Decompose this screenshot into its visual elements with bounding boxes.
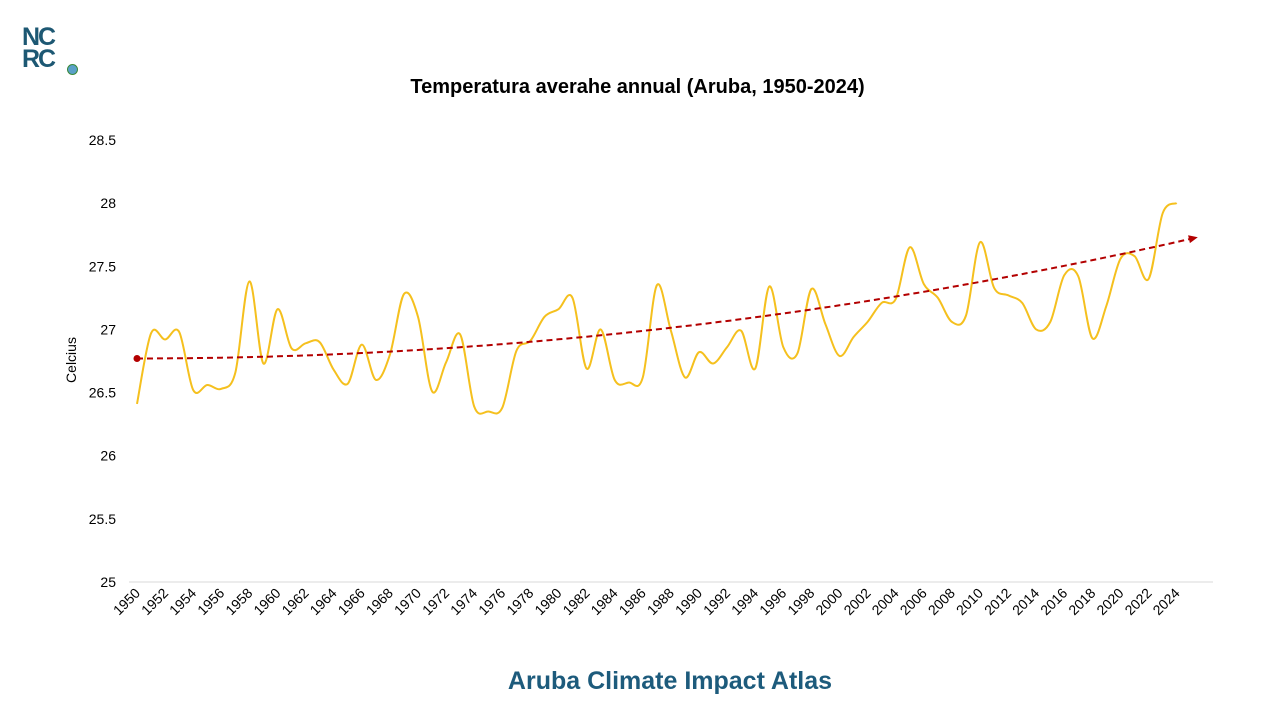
x-tick-label: 1988 — [644, 585, 677, 618]
y-tick-label: 27 — [100, 321, 116, 337]
y-tick-label: 25 — [100, 574, 116, 590]
y-tick-label: 28.5 — [89, 132, 116, 148]
x-tick-label: 1954 — [166, 585, 199, 618]
x-tick-label: 2012 — [981, 585, 1014, 618]
x-tick-label: 1972 — [419, 585, 452, 618]
x-tick-label: 1962 — [278, 585, 311, 618]
x-tick-label: 2022 — [1121, 585, 1154, 618]
temperature-series-line — [136, 202, 1178, 415]
x-tick-label: 1984 — [587, 585, 620, 618]
x-tick-label: 1982 — [559, 585, 592, 618]
x-tick-label: 2008 — [925, 585, 958, 618]
trend-arrowhead — [1188, 235, 1198, 244]
x-tick-label: 1978 — [503, 585, 536, 618]
x-tick-label: 1996 — [756, 585, 789, 618]
x-tick-label: 1994 — [728, 585, 761, 618]
x-tick-label: 2016 — [1037, 585, 1070, 618]
x-tick-label: 1968 — [363, 585, 396, 618]
x-tick-label: 2004 — [868, 585, 901, 618]
trend-start-marker — [133, 354, 141, 362]
x-tick-label: 1986 — [616, 585, 649, 618]
x-tick-label: 1992 — [700, 585, 733, 618]
ncrc-logo: NC RC — [22, 23, 82, 76]
x-tick-label: 1956 — [194, 585, 227, 618]
x-tick-label: 1966 — [335, 585, 368, 618]
x-tick-label: 2018 — [1065, 585, 1098, 618]
x-tick-label: 1964 — [306, 585, 339, 618]
y-tick-label: 25.5 — [89, 511, 116, 527]
logo-line1: NC — [22, 23, 56, 51]
y-tick-label: 26.5 — [89, 385, 116, 401]
globe-icon — [67, 64, 78, 75]
x-tick-label: 2002 — [840, 585, 873, 618]
logo-line2: RC — [22, 45, 56, 73]
y-tick-label: 26 — [100, 448, 116, 464]
footer-title: Aruba Climate Impact Atlas — [507, 667, 833, 695]
x-tick-label: 1970 — [391, 585, 424, 618]
x-tick-label: 2000 — [812, 585, 845, 618]
x-tick-label: 1990 — [672, 585, 705, 618]
x-tick-label: 1980 — [531, 585, 564, 618]
trend-line — [137, 236, 1199, 360]
x-tick-label: 2006 — [897, 585, 930, 618]
x-tick-label: 2024 — [1149, 585, 1182, 618]
x-tick-label: 2020 — [1093, 585, 1126, 618]
x-tick-label: 2014 — [1009, 585, 1042, 618]
x-tick-label: 2010 — [953, 585, 986, 618]
y-tick-label: 27.5 — [89, 258, 116, 274]
y-tick-label: 28 — [100, 195, 116, 211]
y-tick-labels: 25 25.5 26 26.5 27 27.5 28 28.5 — [89, 132, 116, 590]
x-tick-labels: 1950195219541956195819601962196419661968… — [110, 585, 1183, 618]
x-tick-label: 1976 — [475, 585, 508, 618]
x-tick-label: 1958 — [222, 585, 255, 618]
x-tick-label: 1960 — [250, 585, 283, 618]
x-tick-label: 1998 — [784, 585, 817, 618]
chart-title: Temperatura averahe annual (Aruba, 1950-… — [410, 76, 865, 98]
x-tick-label: 1974 — [447, 585, 480, 618]
x-tick-label: 1952 — [138, 585, 171, 618]
